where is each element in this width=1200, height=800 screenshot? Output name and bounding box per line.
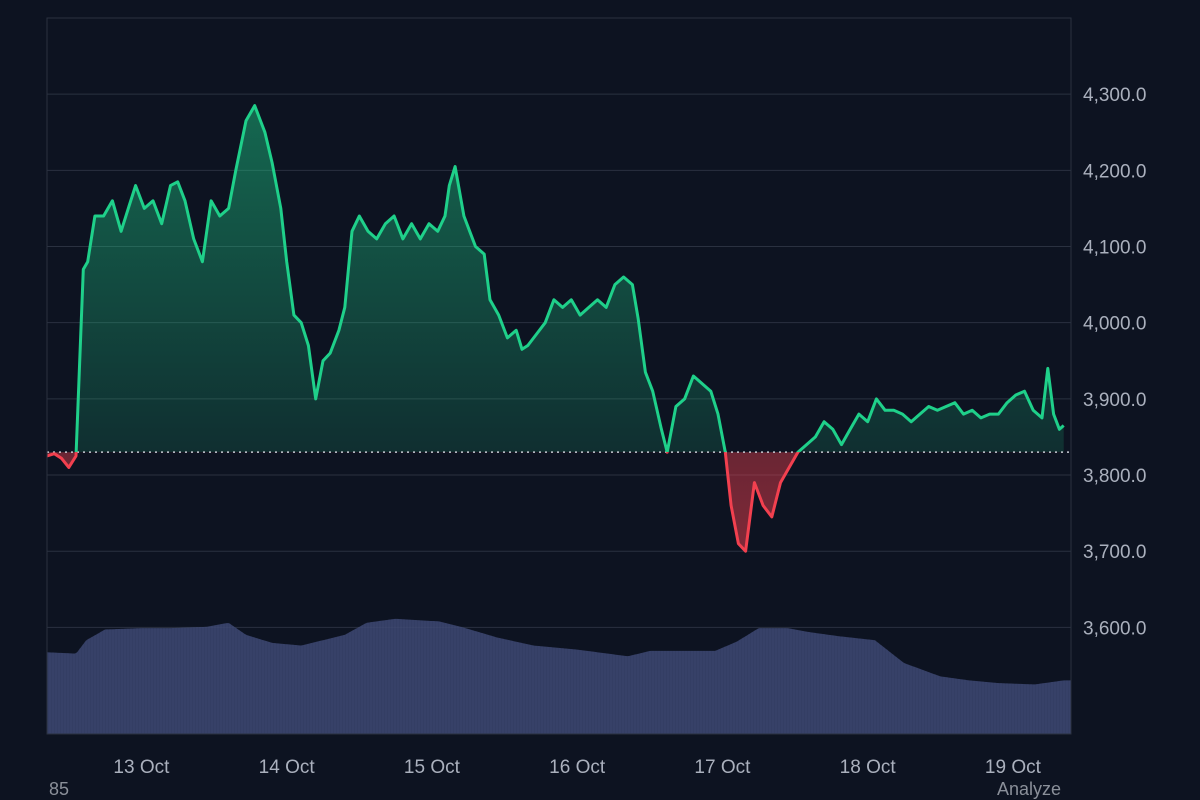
x-axis-labels: 13 Oct 14 Oct 15 Oct 16 Oct 17 Oct 18 Oct 19 O… [113,757,1041,778]
price-line [46,104,1071,553]
y-tick-label: 3,900.0 [1083,390,1146,411]
x-tick-label: 14 Oct [259,757,316,778]
volume-bars [46,618,1071,734]
analyze-link[interactable]: Analyze [996,779,1061,799]
y-tick-label: 4,200.0 [1083,161,1146,182]
price-area [47,105,1064,552]
y-tick-label: 4,300.0 [1083,85,1146,106]
area-above-baseline [47,105,1064,453]
y-axis-labels: 3,600.0 3,700.0 3,800.0 3,900.0 4,000.0 4,100… [1083,85,1146,639]
y-tick-label: 3,700.0 [1083,542,1146,563]
footer-volume-value: 85 [49,779,70,799]
y-tick-label: 4,100.0 [1083,238,1146,259]
x-tick-label: 15 Oct [404,757,461,778]
x-tick-label: 13 Oct [113,757,170,778]
y-tick-label: 4,000.0 [1083,314,1146,335]
volume-area [47,618,1071,734]
plot-frame [46,17,1072,735]
price-line-up [74,104,1065,453]
x-tick-label: 17 Oct [694,757,751,778]
x-tick-label: 19 Oct [985,757,1042,778]
x-tick-label: 16 Oct [549,757,606,778]
y-tick-label: 3,800.0 [1083,466,1146,487]
y-tick-label: 3,600.0 [1083,618,1146,639]
x-tick-label: 18 Oct [840,757,897,778]
